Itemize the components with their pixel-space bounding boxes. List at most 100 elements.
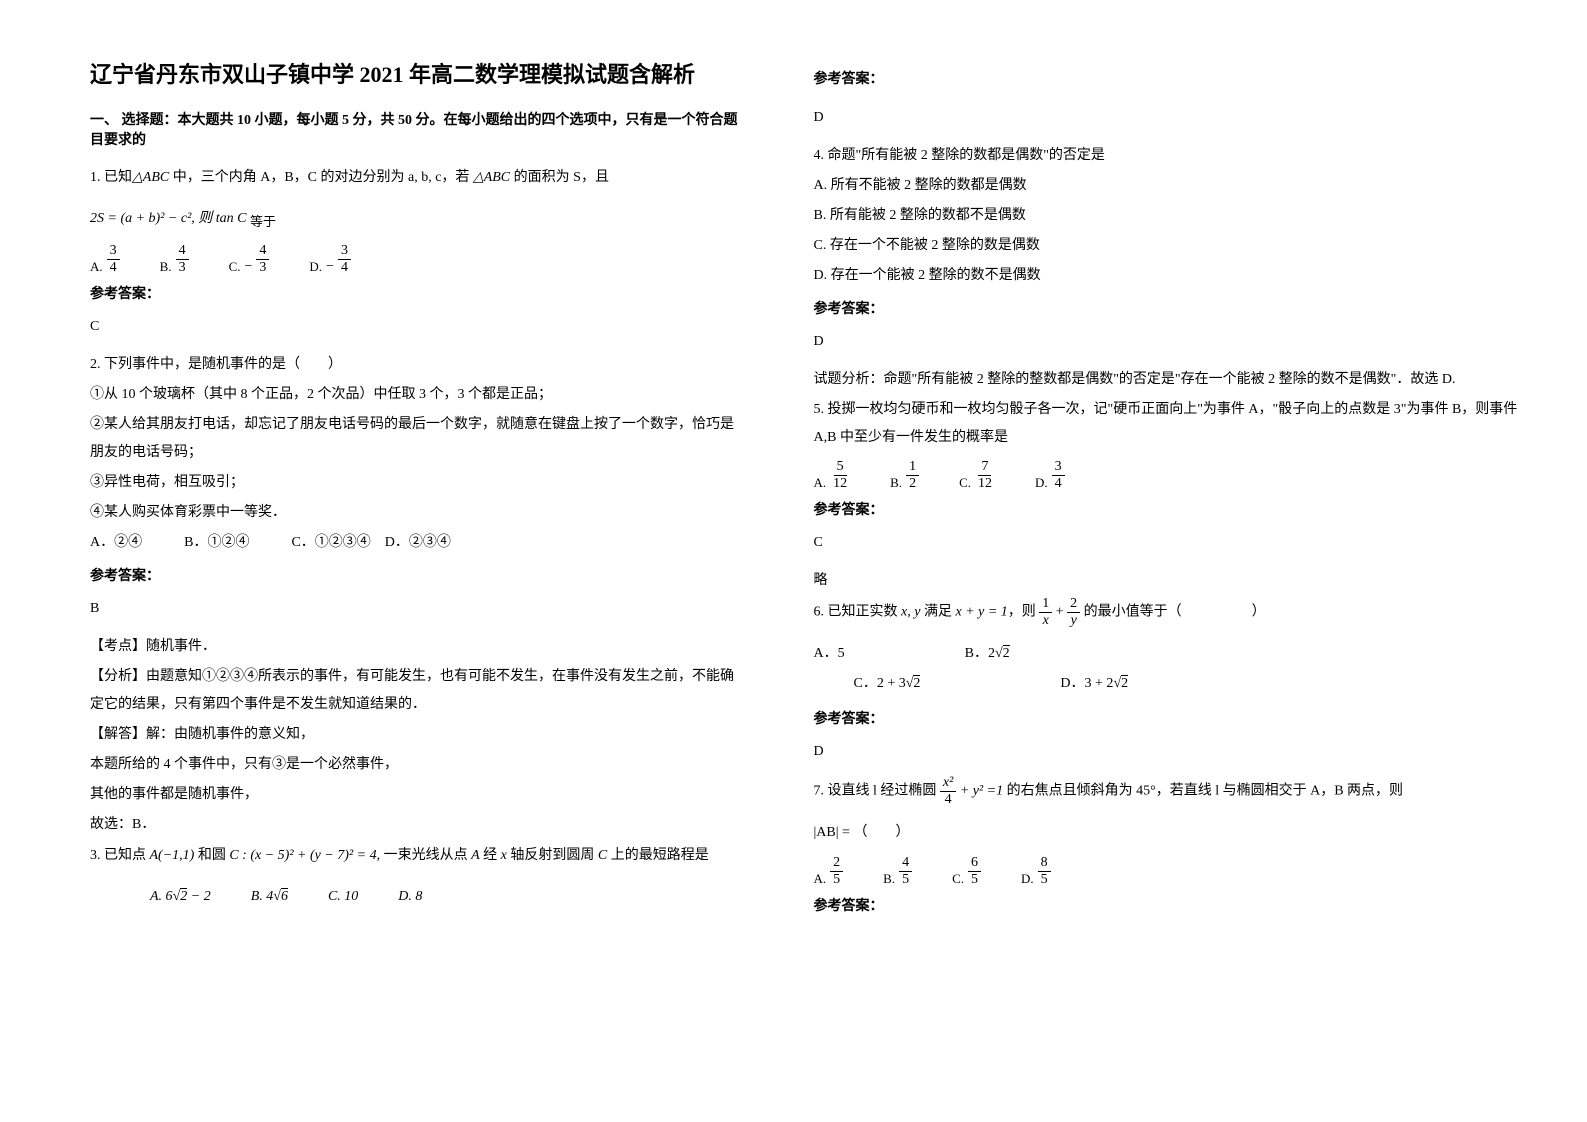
q3-oB: B. 4√6 — [251, 882, 288, 913]
q2-jd2: 本题所给的 4 个事件中，只有③是一个必然事件， — [90, 751, 744, 779]
q5-oB: B. 12 — [890, 460, 919, 491]
q7-a: 7. 设直线 l 经过椭圆 — [814, 784, 940, 799]
answer-label7: 参考答案： — [814, 895, 1528, 915]
q6-opts-row2: C．2 + 3√2 D．3 + 2√2 — [814, 669, 1528, 700]
num: 4 — [899, 856, 912, 872]
q5-note: 略 — [814, 567, 1528, 595]
label-a: A. — [90, 259, 103, 275]
q4-oA: A. 所有不能被 2 整除的数都是偶数 — [814, 172, 1528, 200]
jd-label: 【解答】 — [90, 727, 146, 742]
q3-d: 经 — [480, 848, 501, 863]
q6-oA: A．5 — [814, 639, 845, 670]
question-3: 3. 已知点 A(−1,1) 和圆 C : (x − 5)² + (y − 7)… — [90, 841, 744, 872]
q6-f2: 2y — [1067, 597, 1080, 628]
num: 2 — [830, 856, 843, 872]
lblC7: C. — [952, 871, 964, 887]
q6-oD: D．3 + 2√2 — [1060, 669, 1128, 700]
q4-oC: C. 存在一个不能被 2 整除的数是偶数 — [814, 232, 1528, 260]
oB-pre: B. 4 — [251, 889, 274, 904]
oC-pre: C．2 + 3 — [854, 676, 906, 691]
q2-stem: 2. 下列事件中，是随机事件的是（ ） — [90, 351, 744, 379]
q6-d: 的最小值等于（ ） — [1084, 605, 1266, 620]
question-7: 7. 设直线 l 经过椭圆 x²4 + y² =1 的右焦点且倾斜角为 45°，… — [814, 776, 1528, 808]
q1-opt-c: C. − 43 — [229, 244, 270, 275]
q6-c: ，则 — [1008, 605, 1040, 620]
q3-circle: C : (x − 5)² + (y − 7)² = 4, — [229, 848, 380, 863]
lblB: B. — [890, 475, 902, 491]
q1-tri: △ABC — [132, 170, 169, 185]
den: 4 — [107, 260, 120, 275]
q7-oD: D. 85 — [1021, 856, 1051, 887]
num: 4 — [256, 244, 269, 260]
fracC: 712 — [975, 460, 995, 491]
q1-opt-d: D. − 34 — [309, 244, 351, 275]
lblB7: B. — [883, 871, 895, 887]
q7-ell-rest: + y² =1 — [960, 784, 1003, 799]
oA-suf: − 2 — [187, 889, 210, 904]
q7-ellx: x²4 — [940, 776, 956, 807]
num: 5 — [834, 460, 847, 476]
q3-answer: D — [814, 104, 1528, 132]
fracB: 12 — [906, 460, 919, 491]
den: 12 — [830, 476, 850, 491]
label-d: D. — [309, 259, 322, 275]
fracC7: 65 — [968, 856, 981, 887]
q7-oA: A. 25 — [814, 856, 844, 887]
q2-kp: 【考点】随机事件． — [90, 633, 744, 661]
num: 3 — [107, 244, 120, 260]
num: 1 — [906, 460, 919, 476]
q3-c: 一束光线从点 — [380, 848, 471, 863]
q6-answer: D — [814, 738, 1528, 766]
q6-b: 满足 — [920, 605, 955, 620]
den: 3 — [176, 260, 189, 275]
lblC: C. — [959, 475, 971, 491]
q5-options: A. 512 B. 12 C. 712 D. 34 — [814, 460, 1528, 491]
q2-i3: ③异性电荷，相互吸引； — [90, 469, 744, 497]
question-6: 6. 已知正实数 x, y 满足 x + y = 1，则 1x + 2y 的最小… — [814, 597, 1528, 629]
den: 3 — [256, 260, 269, 275]
q1-text-a: 1. 已知 — [90, 170, 132, 185]
num: 1 — [1039, 597, 1052, 613]
q3-b: 和圆 — [194, 848, 229, 863]
q6-xy: x, y — [901, 605, 920, 620]
q2-i4: ④某人购买体育彩票中一等奖． — [90, 499, 744, 527]
answer-label2: 参考答案： — [90, 565, 744, 585]
q1-tail: 等于 — [250, 213, 276, 228]
q1-options: A. 34 B. 43 C. − 43 D. − 34 — [90, 244, 744, 275]
q6-plus: + — [1056, 605, 1064, 620]
den: 2 — [906, 476, 919, 491]
q4-analysis: 试题分析：命题"所有能被 2 整除的整数都是偶数"的否定是"存在一个能被 2 整… — [814, 366, 1528, 394]
q7-options: A. 25 B. 4 5 C. 65 D. 85 — [814, 856, 1528, 887]
q6-opts-row1: A．5 B．2√2 — [814, 639, 1528, 670]
oA-pre: A. 6 — [150, 889, 173, 904]
answer-label5: 参考答案： — [814, 499, 1528, 519]
oD-sqrt: 2 — [1121, 675, 1128, 691]
q2-jd4: 故选：B． — [90, 811, 744, 839]
fracD: 34 — [1052, 460, 1065, 491]
q6-f1: 1x — [1039, 597, 1052, 628]
q5-answer: C — [814, 529, 1528, 557]
den: 5 — [968, 872, 981, 887]
num: x² — [940, 776, 956, 792]
q2-jd1: 【解答】解：由随机事件的意义知， — [90, 721, 744, 749]
q1-text-b: 中，三个内角 A，B，C 的对边分别为 a, b, c，若 — [169, 170, 473, 185]
q4-stem: 4. 命题"所有能被 2 整除的数都是偶数"的否定是 — [814, 142, 1528, 170]
q1-answer: C — [90, 313, 744, 341]
q2-jd3: 其他的事件都是随机事件， — [90, 781, 744, 809]
q3-oC: C. 10 — [328, 882, 358, 913]
neg-d: − — [326, 259, 334, 275]
q6-a: 6. 已知正实数 — [814, 605, 902, 620]
q5-oD: D. 34 — [1035, 460, 1065, 491]
answer-label: 参考答案： — [90, 283, 744, 303]
num: 3 — [338, 244, 351, 260]
lblD: D. — [1035, 475, 1048, 491]
q4-oB: B. 所有能被 2 整除的数都不是偶数 — [814, 202, 1528, 230]
q3-a: 3. 已知点 — [90, 848, 150, 863]
num: 4 — [176, 244, 189, 260]
oD-pre: D．3 + 2 — [1060, 676, 1113, 691]
oB-sqrt: 2 — [1003, 645, 1010, 661]
oB-sqrt: 6 — [281, 888, 288, 904]
q3-C: C — [598, 848, 607, 863]
q3-options: A. 6√2 − 2 B. 4√6 C. 10 D. 8 — [90, 882, 744, 913]
fracD7: 85 — [1038, 856, 1051, 887]
